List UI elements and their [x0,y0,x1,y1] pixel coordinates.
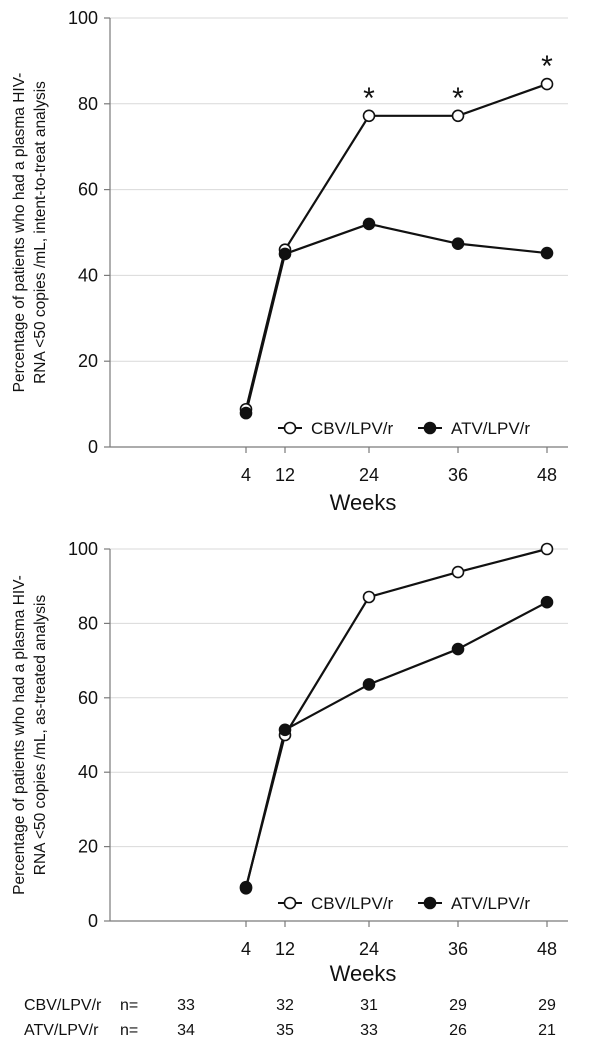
legend-label: ATV/LPV/r [451,894,530,913]
significance-asterisk: * [452,82,464,115]
data-point [540,246,554,260]
data-point [540,542,554,556]
y-tick-label: 80 [78,94,98,114]
n-table-count: 31 [360,997,378,1014]
x-tick-label: 48 [537,465,557,485]
n-table-count: 29 [538,997,556,1014]
n-table-count: 33 [360,1022,378,1039]
x-tick-label: 12 [275,939,295,959]
n-table-count: 32 [276,997,294,1014]
n-table-count: 29 [449,997,467,1014]
data-point [239,406,253,420]
data-point [451,109,465,123]
n-table-row-label: CBV/LPV/r [24,997,102,1014]
y-tick-label: 80 [78,613,98,633]
n-table-count: 34 [177,1022,195,1039]
x-tick-label: 12 [275,465,295,485]
data-point [239,881,253,895]
y-tick-label: 0 [88,437,98,457]
y-tick-label: 100 [68,539,98,559]
y-tick-label: 20 [78,837,98,857]
n-table-n-label: n= [120,997,138,1014]
data-point [540,595,554,609]
data-point [540,77,554,91]
series-line-atv-lpv-r [244,222,548,414]
y-axis-title: Percentage of patients who had a plasma … [11,73,28,393]
data-point [278,723,292,737]
x-tick-label: 24 [359,465,379,485]
legend-marker [423,421,437,435]
data-point [278,247,292,261]
chart-as-treated: 0 20 40 60 80 100 4 12 24 36 48 Weeks Percentage of … [11,539,568,986]
n-table-count: 26 [449,1022,467,1039]
series-line-cbv-lpv-r [244,547,548,888]
data-point [362,109,376,123]
y-tick-label: 60 [78,180,98,200]
legend-marker [283,421,297,435]
y-tick-label: 40 [78,265,98,285]
y-tick-label: 100 [68,8,98,28]
x-tick-label: 4 [241,465,251,485]
x-axis-title: Weeks [330,961,397,986]
x-tick-label: 36 [448,939,468,959]
y-tick-label: 0 [88,911,98,931]
n-table-n-label: n= [120,1022,138,1039]
x-tick-label: 48 [537,939,557,959]
n-table-count: 21 [538,1022,556,1039]
y-axis-title: Percentage of patients who had a plasma … [11,575,28,895]
chart-intent-to-treat: 0 20 40 60 80 100 4 12 24 36 48 Weeks Percentage of … [11,8,568,515]
n-table: CBV/LPV/r n= 33 32 31 29 29 ATV/LPV/r n= 34 35 33 26… [24,997,556,1039]
x-axis-title: Weeks [330,490,397,515]
legend-label: CBV/LPV/r [311,894,394,913]
series-line-cbv-lpv-r [244,83,548,410]
x-tick-label: 24 [359,939,379,959]
legend-label: CBV/LPV/r [311,419,394,438]
y-tick-label: 60 [78,688,98,708]
y-tick-label: 20 [78,351,98,371]
y-axis-title: RNA <50 copies /mL, intent-to-treat anal… [32,81,49,384]
series-line-atv-lpv-r [244,601,548,889]
n-table-count: 33 [177,997,195,1014]
significance-asterisk: * [541,50,553,83]
data-point [451,237,465,250]
data-point [362,217,376,231]
n-table-row-label: ATV/LPV/r [24,1022,99,1039]
n-table-count: 35 [276,1022,294,1039]
data-point [362,590,376,604]
y-tick-label: 40 [78,762,98,782]
y-axis-title: RNA <50 copies /mL, as-treated analysis [32,595,49,876]
data-point [362,678,376,691]
data-point [451,565,465,579]
significance-asterisk: * [363,82,375,115]
data-point [451,642,465,656]
legend-marker [423,896,437,910]
legend-marker [283,896,297,910]
legend-label: ATV/LPV/r [451,419,530,438]
x-tick-label: 4 [241,939,251,959]
x-tick-label: 36 [448,465,468,485]
